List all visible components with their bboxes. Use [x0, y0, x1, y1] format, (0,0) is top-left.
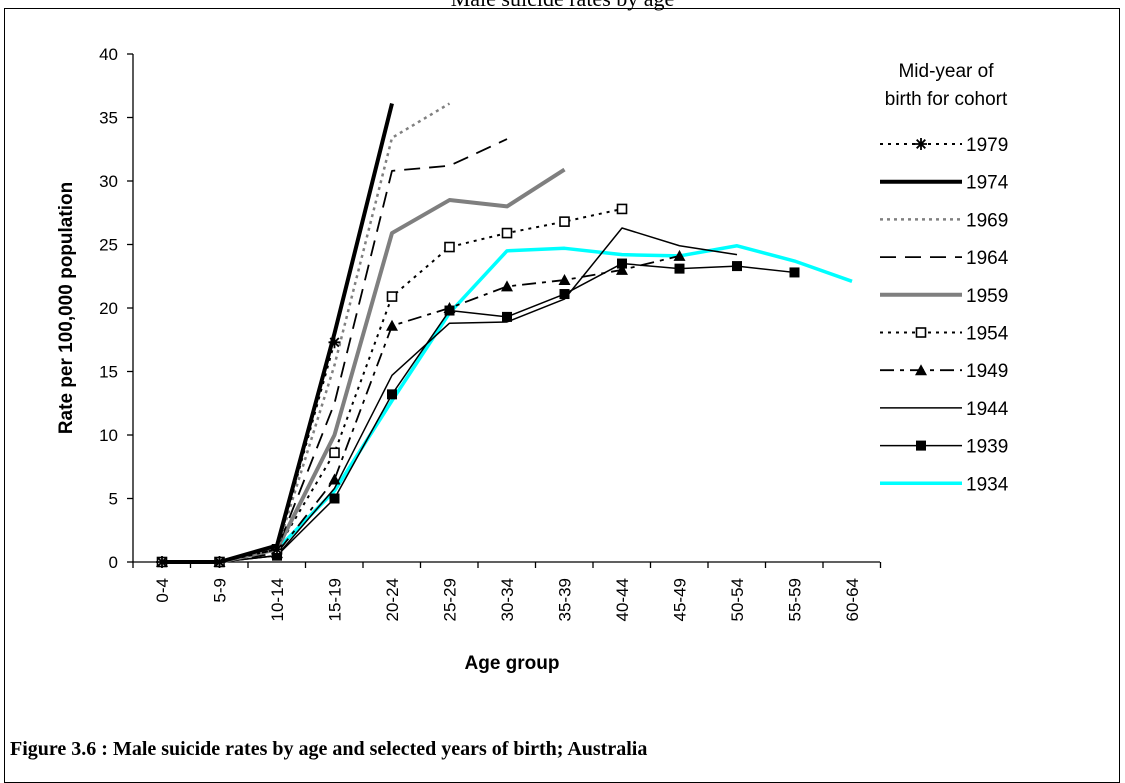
marker-asterisk — [328, 336, 341, 349]
figure-caption: Figure 3.6 : Male suicide rates by age a… — [10, 738, 648, 760]
series-1934 — [162, 244, 853, 564]
x-tick-label: 10-14 — [268, 578, 287, 621]
x-tick-label: 55-59 — [786, 578, 805, 621]
series-1949 — [156, 249, 686, 567]
series-1979 — [156, 336, 341, 568]
marker-triangle — [558, 274, 571, 286]
legend-item-1959: 1959 — [880, 286, 1008, 307]
marker-square — [617, 258, 627, 269]
marker-square — [732, 261, 742, 272]
series-line-1944 — [162, 227, 738, 563]
legend-label: 1974 — [966, 173, 1009, 194]
legend-title-line-1: Mid-year of — [898, 61, 994, 82]
y-tick-label: 5 — [109, 490, 118, 509]
marker-triangle — [915, 364, 927, 376]
series-line-1954 — [162, 207, 623, 563]
x-tick-label: 30-34 — [498, 578, 517, 621]
marker-square-open — [444, 241, 455, 253]
marker-triangle — [673, 249, 686, 261]
x-tick-label: 45-49 — [671, 578, 690, 621]
legend-item-1954: 1954 — [880, 324, 1009, 345]
marker-triangle — [328, 473, 341, 485]
x-tick-label: 15-19 — [326, 578, 345, 621]
marker-triangle — [501, 280, 513, 292]
x-tick-label: 20-24 — [383, 578, 402, 621]
series-1969 — [162, 102, 451, 564]
chart-top-title: Male suicide rates by age — [0, 0, 1125, 12]
legend-title-line-2: birth for cohort — [884, 89, 1008, 110]
legend-item-1939: 1939 — [880, 437, 1008, 458]
y-tick-label: 0 — [109, 553, 118, 572]
legend-item-1944: 1944 — [880, 399, 1009, 420]
y-tick-label: 25 — [99, 236, 118, 255]
legend-label: 1934 — [966, 474, 1009, 495]
legend-item-1974: 1974 — [880, 173, 1009, 194]
series-1954 — [156, 203, 628, 568]
marker-triangle — [443, 302, 456, 313]
series-line-1974 — [162, 103, 394, 564]
y-tick-label: 10 — [99, 426, 118, 445]
legend-label: 1964 — [966, 248, 1009, 269]
series-1944 — [162, 227, 738, 563]
legend-label: 1944 — [966, 399, 1009, 420]
x-tick-label: 50-54 — [728, 578, 747, 621]
series-1974 — [162, 103, 394, 564]
marker-square-open — [559, 216, 570, 227]
series-line-1934 — [162, 244, 853, 564]
legend-label: 1939 — [966, 437, 1008, 458]
legend-item-1979: 1979 — [880, 135, 1008, 156]
series-line-1949 — [162, 255, 680, 563]
y-tick-label: 20 — [99, 299, 118, 318]
series-line-1969 — [162, 102, 451, 564]
legend-item-1969: 1969 — [880, 210, 1008, 231]
legend-label: 1969 — [966, 210, 1008, 231]
legend-title: Mid-year of birth for cohort — [866, 58, 1026, 114]
x-tick-label: 60-64 — [843, 578, 862, 621]
marker-asterisk — [915, 138, 927, 150]
x-tick-label: 5-9 — [211, 578, 230, 603]
x-axis-title: Age group — [465, 653, 560, 674]
marker-square — [329, 493, 340, 504]
legend-label: 1979 — [966, 135, 1008, 156]
marker-square-open — [616, 203, 628, 215]
marker-square-open — [386, 291, 398, 302]
x-tick-label: 0-4 — [153, 578, 172, 603]
y-axis-title: Rate per 100,000 population — [56, 182, 77, 434]
legend-item-1949: 1949 — [880, 361, 1008, 382]
y-tick-label: 35 — [99, 109, 118, 128]
marker-square-open — [915, 327, 927, 338]
series-1939 — [157, 258, 800, 567]
legend-label: 1954 — [966, 324, 1009, 345]
marker-square — [502, 311, 512, 322]
legend-item-1964: 1964 — [880, 248, 1009, 269]
marker-square-open — [329, 447, 340, 459]
marker-asterisk — [271, 543, 283, 556]
x-tick-label: 40-44 — [613, 578, 632, 621]
chart-svg: 0 5 10 15 20 25 30 35 40 0-4 5-9 10-14 15-19 20-24 25-… — [56, 45, 1009, 674]
legend-label: 1949 — [966, 361, 1008, 382]
marker-square — [789, 267, 800, 278]
marker-square — [674, 263, 685, 274]
marker-asterisk — [156, 556, 168, 568]
marker-square — [559, 289, 570, 300]
x-tick-label: 25-29 — [441, 578, 460, 621]
y-tick-label: 30 — [99, 172, 118, 191]
legend-item-1934: 1934 — [880, 474, 1009, 495]
y-tick-label: 15 — [99, 363, 118, 382]
marker-square — [916, 440, 926, 451]
marker-triangle — [386, 319, 398, 331]
x-tick-label: 35-39 — [556, 578, 575, 621]
marker-asterisk — [213, 556, 226, 568]
y-tick-label: 40 — [99, 45, 118, 64]
series-line-1939 — [162, 262, 795, 563]
marker-square — [387, 389, 397, 400]
legend-label: 1959 — [966, 286, 1008, 307]
marker-square-open — [501, 227, 513, 239]
marker-triangle — [616, 263, 628, 275]
